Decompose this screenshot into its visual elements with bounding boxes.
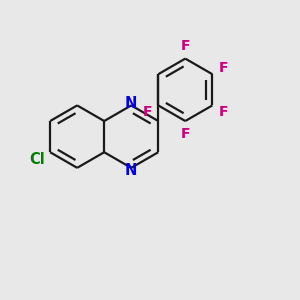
Text: N: N — [125, 95, 137, 110]
Text: F: F — [218, 61, 228, 75]
Text: Cl: Cl — [29, 152, 45, 167]
Text: N: N — [125, 163, 137, 178]
Text: F: F — [218, 105, 228, 119]
Text: F: F — [143, 105, 152, 119]
Text: F: F — [181, 127, 190, 140]
Text: F: F — [181, 39, 190, 53]
